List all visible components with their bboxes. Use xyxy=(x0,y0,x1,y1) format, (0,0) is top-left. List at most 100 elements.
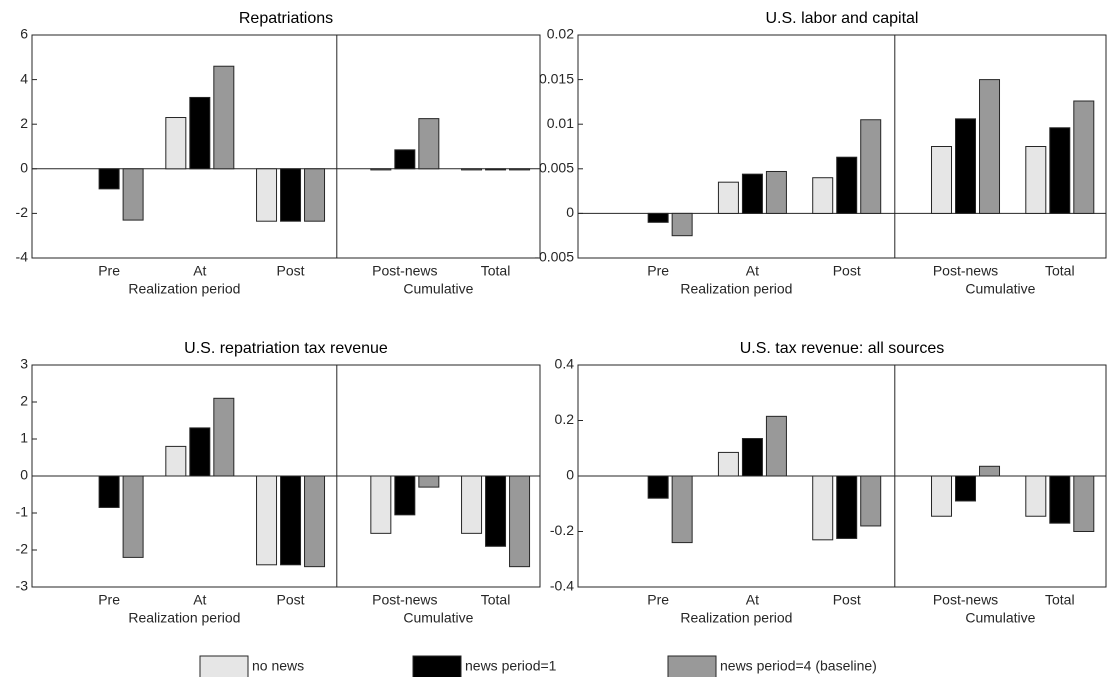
y-tick-label: 0 xyxy=(20,160,28,176)
bar xyxy=(717,451,739,477)
y-tick-label: 2 xyxy=(20,115,28,131)
bar xyxy=(461,168,483,171)
bar xyxy=(122,168,144,221)
bar xyxy=(304,168,326,222)
bar xyxy=(647,212,669,223)
x-tick-label: Total xyxy=(481,263,511,279)
group-label: Realization period xyxy=(128,610,240,626)
group-label: Realization period xyxy=(680,610,792,626)
x-tick-label: Total xyxy=(481,592,511,608)
x-tick-label: Pre xyxy=(98,592,120,608)
group-label: Cumulative xyxy=(965,610,1035,626)
y-tick-label: 0.4 xyxy=(555,356,575,372)
legend-label: no news xyxy=(252,658,304,674)
bar xyxy=(1049,475,1071,524)
y-tick-label: -2 xyxy=(16,204,29,220)
group-label: Cumulative xyxy=(965,281,1035,297)
x-tick-label: At xyxy=(193,263,206,279)
y-tick-label: 0.005 xyxy=(539,160,574,176)
bar xyxy=(765,170,787,214)
bar xyxy=(98,475,120,508)
group-label: Cumulative xyxy=(403,610,473,626)
bar xyxy=(812,177,834,214)
y-tick-label: 0 xyxy=(566,467,574,483)
y-tick-label: 0.2 xyxy=(555,411,575,427)
bar xyxy=(671,212,693,237)
y-tick-label: -0.005 xyxy=(534,249,574,265)
bar xyxy=(280,168,302,222)
y-tick-label: -0.2 xyxy=(550,522,574,538)
bar xyxy=(741,438,763,477)
bar xyxy=(165,117,187,170)
chart-title: U.S. repatriation tax revenue xyxy=(184,340,388,357)
group-label: Realization period xyxy=(128,281,240,297)
bar xyxy=(1025,146,1047,214)
bar xyxy=(955,475,977,502)
bar xyxy=(647,475,669,499)
bar xyxy=(98,168,120,190)
bar xyxy=(836,156,858,214)
y-tick-label: 6 xyxy=(20,26,28,42)
bar xyxy=(1025,475,1047,517)
bar xyxy=(280,475,302,566)
x-tick-label: Pre xyxy=(98,263,120,279)
x-tick-label: Post xyxy=(277,263,305,279)
legend-swatch xyxy=(412,655,462,677)
y-tick-label: 0.01 xyxy=(547,115,574,131)
legend-swatch xyxy=(667,655,717,677)
bar xyxy=(394,149,416,170)
y-tick-label: 4 xyxy=(20,70,28,86)
x-tick-label: Post-news xyxy=(372,263,437,279)
bar xyxy=(931,475,953,517)
y-tick-label: 0.015 xyxy=(539,70,574,86)
bar xyxy=(979,465,1001,477)
bar xyxy=(671,475,693,544)
axes-box xyxy=(577,34,1107,259)
axes-box xyxy=(31,364,541,588)
x-tick-label: At xyxy=(746,592,759,608)
bar xyxy=(509,475,531,568)
x-tick-label: Post-news xyxy=(372,592,437,608)
bar xyxy=(860,475,882,527)
bar xyxy=(370,475,392,534)
bar xyxy=(189,96,211,170)
bar xyxy=(509,168,531,171)
bar xyxy=(717,181,739,214)
bar xyxy=(979,79,1001,214)
bar xyxy=(765,415,787,477)
bar xyxy=(370,168,392,171)
y-tick-label: 2 xyxy=(20,393,28,409)
bar xyxy=(931,146,953,214)
y-tick-label: 0 xyxy=(566,204,574,220)
bar xyxy=(1073,100,1095,214)
y-tick-label: -2 xyxy=(16,541,29,557)
bar xyxy=(461,475,483,534)
x-tick-label: Total xyxy=(1045,592,1075,608)
y-tick-label: -4 xyxy=(16,249,29,265)
x-tick-label: At xyxy=(193,592,206,608)
y-tick-label: 1 xyxy=(20,430,28,446)
y-tick-label: 3 xyxy=(20,356,28,372)
group-label: Cumulative xyxy=(403,281,473,297)
bar xyxy=(860,119,882,214)
bar xyxy=(213,65,235,170)
bar xyxy=(812,475,834,541)
y-tick-label: -0.4 xyxy=(550,578,574,594)
bar xyxy=(418,118,440,170)
bar xyxy=(836,475,858,539)
bar xyxy=(741,173,763,214)
x-tick-label: Pre xyxy=(647,592,669,608)
bar xyxy=(256,168,278,222)
y-tick-label: 0.02 xyxy=(547,26,574,42)
bar xyxy=(485,168,507,171)
bar xyxy=(256,475,278,566)
y-tick-label: 0 xyxy=(20,467,28,483)
bar xyxy=(394,475,416,516)
bar xyxy=(165,445,187,477)
x-tick-label: Post xyxy=(833,263,861,279)
bar xyxy=(213,397,235,477)
x-tick-label: Post-news xyxy=(933,592,998,608)
legend-swatch xyxy=(199,655,249,677)
x-tick-label: Post xyxy=(833,592,861,608)
